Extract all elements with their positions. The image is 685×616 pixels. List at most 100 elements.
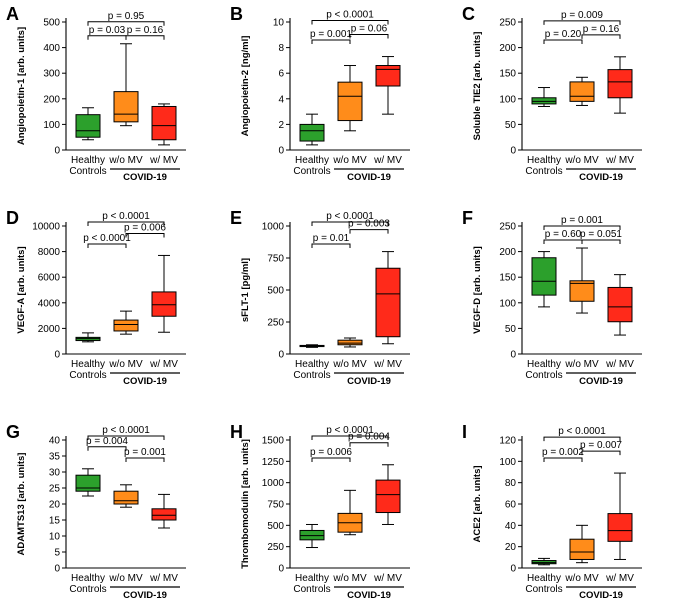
bracket-line xyxy=(311,221,389,226)
y-tick-label: 750 xyxy=(267,500,284,511)
box-0 xyxy=(75,332,101,343)
y-tick-label: 0 xyxy=(278,564,284,575)
y-tick-label: 0 xyxy=(510,146,516,157)
y-tick-label: 0 xyxy=(54,350,60,361)
box-iqr xyxy=(337,81,363,122)
x-category-label: Controls xyxy=(69,166,106,177)
y-tick-label: 500 xyxy=(267,286,284,297)
significance-bracket: p < 0.0001 xyxy=(311,10,389,25)
y-tick-label: 4 xyxy=(278,94,284,105)
box-1 xyxy=(113,310,139,335)
bracket-line xyxy=(581,450,621,456)
y-tick-label: 8 xyxy=(278,43,284,54)
significance-bracket: p = 0.004 xyxy=(348,432,390,447)
box-2 xyxy=(375,56,401,115)
x-category-label: Healthy xyxy=(295,155,329,166)
x-category-label: w/o MV xyxy=(108,155,143,166)
box-2 xyxy=(607,56,633,114)
significance-bracket: p < 0.0001 xyxy=(543,426,621,442)
y-tick-label: 60 xyxy=(505,500,517,511)
box-0 xyxy=(299,523,325,549)
box-iqr xyxy=(75,114,101,138)
y-tick-label: 1500 xyxy=(262,436,285,447)
y-tick-label: 120 xyxy=(499,436,516,447)
bracket-line xyxy=(581,34,621,39)
x-category-label: w/ MV xyxy=(373,359,402,370)
bracket-line xyxy=(543,457,583,462)
y-tick-label: 4000 xyxy=(38,298,61,309)
significance-bracket: p = 0.60 xyxy=(543,229,583,245)
group-label: COVID-19 xyxy=(579,376,623,387)
box-iqr xyxy=(299,123,325,142)
y-tick-label: 250 xyxy=(499,222,516,233)
bracket-line xyxy=(543,225,621,231)
y-tick-label: 6 xyxy=(278,69,284,80)
y-tick-label: 300 xyxy=(43,69,60,80)
significance-bracket: p = 0.002 xyxy=(542,447,584,462)
y-tick-label: 50 xyxy=(505,324,517,335)
y-tick-label: 0 xyxy=(278,146,284,157)
group-label: COVID-19 xyxy=(347,172,391,183)
box-0 xyxy=(299,344,325,348)
bracket-line xyxy=(543,436,621,442)
significance-bracket: p = 0.03 xyxy=(87,25,127,40)
y-tick-label: 750 xyxy=(267,254,284,265)
x-category-label: w/o MV xyxy=(332,573,367,584)
bracket-line xyxy=(311,20,389,25)
x-category-label: w/o MV xyxy=(564,359,599,370)
box-0 xyxy=(75,468,101,497)
significance-bracket: p < 0.0001 xyxy=(87,211,165,226)
x-category-label: w/ MV xyxy=(373,155,402,166)
box-iqr xyxy=(151,291,177,317)
group-label: COVID-19 xyxy=(579,172,623,183)
y-tick-label: 2 xyxy=(278,120,284,131)
bracket-line xyxy=(581,239,621,245)
y-axis-label: sFLT-1 [pg/ml] xyxy=(240,258,251,322)
x-category-label: Healthy xyxy=(527,573,561,584)
x-category-label: w/o MV xyxy=(332,155,367,166)
panel-g: G ADAMTS13 [arb. units] 0 5 10 15 20 25 30 35 40 He… xyxy=(6,422,186,601)
y-tick-label: 80 xyxy=(505,478,517,489)
box-iqr xyxy=(151,508,177,521)
y-tick-label: 250 xyxy=(499,18,516,29)
panel-letter: E xyxy=(230,208,242,228)
bracket-line xyxy=(125,457,165,462)
box-1 xyxy=(113,43,139,127)
x-category-label: w/o MV xyxy=(564,155,599,166)
box-0 xyxy=(531,251,557,308)
x-category-label: Controls xyxy=(69,370,106,381)
panel-letter: I xyxy=(462,422,467,442)
y-tick-label: 200 xyxy=(43,94,60,105)
p-value-label: p = 0.009 xyxy=(561,10,603,21)
box-0 xyxy=(531,557,557,566)
p-value-label: p < 0.0001 xyxy=(102,425,150,436)
p-value-label: p = 0.006 xyxy=(310,447,352,458)
box-iqr xyxy=(569,81,595,102)
significance-bracket: p = 0.009 xyxy=(543,10,621,25)
y-tick-label: 0 xyxy=(510,350,516,361)
group-label: COVID-19 xyxy=(123,376,167,387)
x-category-label: w/o MV xyxy=(332,359,367,370)
box-iqr xyxy=(337,339,363,346)
box-1 xyxy=(113,484,139,508)
significance-bracket: p = 0.003 xyxy=(348,219,390,234)
box-2 xyxy=(607,472,633,560)
bracket-line xyxy=(87,243,127,248)
x-category-label: Controls xyxy=(293,166,330,177)
y-tick-label: 200 xyxy=(499,43,516,54)
box-1 xyxy=(337,65,363,132)
box-iqr xyxy=(375,65,401,87)
x-category-label: Controls xyxy=(293,370,330,381)
bracket-line xyxy=(311,457,351,462)
y-tick-label: 10 xyxy=(273,18,285,29)
bracket-line xyxy=(125,35,165,40)
bracket-line xyxy=(87,221,165,226)
p-value-label: p < 0.0001 xyxy=(326,10,374,21)
x-category-label: Controls xyxy=(525,166,562,177)
panel-i: I ACE2 [arb. units] 0 20 40 60 80 100 120 Healthy… xyxy=(462,422,642,601)
box-2 xyxy=(151,254,177,333)
significance-bracket: p = 0.051 xyxy=(580,229,622,245)
y-axis-label: Angiopoietin-2 [ng/ml] xyxy=(240,36,251,137)
y-tick-label: 20 xyxy=(505,542,517,553)
bracket-line xyxy=(349,34,389,39)
